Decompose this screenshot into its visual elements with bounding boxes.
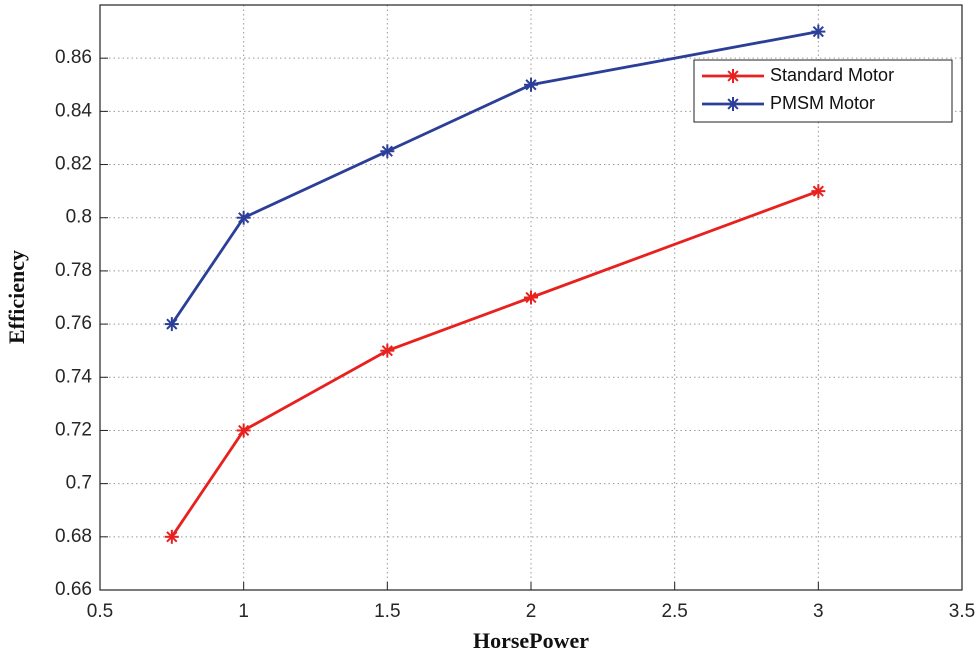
x-tick-label: 2 (526, 601, 537, 622)
data-point (380, 343, 395, 358)
y-axis-label: Efficiency (4, 250, 29, 344)
marker-stroke (812, 25, 824, 38)
marker-stroke (525, 79, 537, 91)
data-point (380, 144, 395, 159)
legend-marker (726, 69, 740, 83)
y-tick-label: 0.8 (66, 207, 92, 228)
y-tick-label: 0.78 (55, 260, 92, 281)
y-tick-label: 0.76 (55, 313, 92, 334)
data-point (524, 290, 538, 305)
y-tick-label: 0.72 (55, 419, 92, 440)
x-tick-label: 3.5 (949, 601, 975, 622)
data-point (524, 77, 538, 92)
data-point (164, 317, 179, 332)
y-tick-label: 0.66 (55, 579, 92, 600)
x-axis-label: HorsePower (473, 628, 589, 653)
marker-stroke (166, 318, 178, 330)
legend-label: PMSM Motor (770, 93, 875, 113)
y-tick-label: 0.86 (55, 47, 92, 68)
marker-stroke (381, 345, 393, 357)
x-tick-label: 1 (238, 601, 249, 622)
marker-stroke (166, 531, 178, 543)
plot-frame (99, 4, 963, 591)
y-tick-label: 0.7 (66, 473, 92, 494)
marker-stroke (727, 70, 739, 82)
data-point (236, 423, 251, 438)
legend-marker (726, 97, 740, 111)
marker-stroke (381, 145, 393, 157)
x-tick-label: 0.5 (87, 601, 113, 622)
x-tick-label: 3 (813, 601, 824, 622)
marker-stroke (812, 185, 824, 197)
marker-stroke (238, 212, 250, 224)
legend-label: Standard Motor (770, 65, 894, 85)
data-point (164, 529, 179, 544)
marker-stroke (525, 291, 537, 304)
legend-box (693, 59, 953, 123)
data-point (811, 184, 826, 199)
marker-stroke (238, 424, 250, 437)
x-tick-label: 2.5 (661, 601, 687, 622)
y-tick-label: 0.74 (55, 366, 92, 387)
y-tick-label: 0.84 (55, 100, 92, 121)
x-tick-label: 1.5 (374, 601, 400, 622)
data-point (811, 24, 826, 39)
data-point (236, 210, 251, 225)
y-tick-label: 0.68 (55, 526, 92, 547)
y-tick-label: 0.82 (55, 154, 92, 175)
marker-stroke (727, 98, 739, 110)
